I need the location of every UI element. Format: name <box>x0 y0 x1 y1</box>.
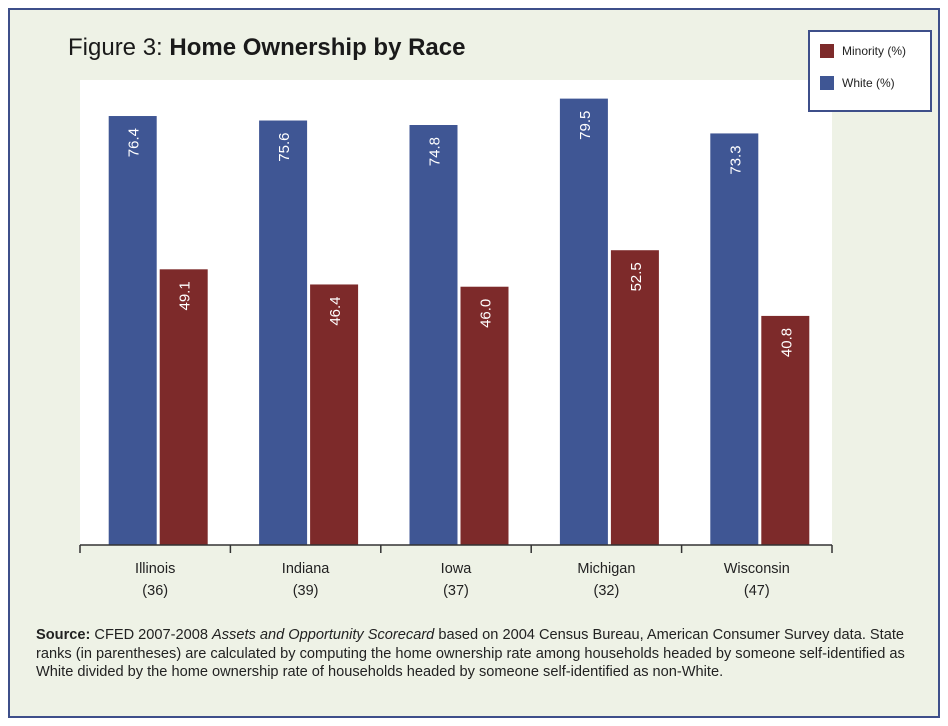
x-tick-label-indiana: Indiana <box>282 561 331 577</box>
legend-item-white: White (%) <box>820 76 895 90</box>
legend-label-minority: Minority (%) <box>842 44 907 58</box>
x-tick-rank-iowa: (37) <box>443 583 469 599</box>
bar-minority-indiana <box>310 284 359 545</box>
data-label-white-michigan: 79.5 <box>577 111 594 140</box>
x-tick-label-wisconsin: Wisconsin <box>724 561 790 577</box>
title-prefix: Figure 3: <box>68 34 170 61</box>
source-note: Source: CFED 2007-2008 Assets and Opport… <box>36 626 916 682</box>
data-label-minority-michigan: 52.5 <box>628 262 645 291</box>
legend-label-white: White (%) <box>842 76 895 90</box>
x-tick-label-michigan: Michigan <box>577 561 635 577</box>
bar-white-illinois <box>108 116 157 545</box>
bar-white-wisconsin <box>710 133 759 545</box>
x-tick-rank-wisconsin: (47) <box>744 583 770 599</box>
legend: Minority (%) White (%) <box>808 30 932 112</box>
x-tick-rank-indiana: (39) <box>293 583 319 599</box>
data-label-minority-illinois: 49.1 <box>177 281 194 310</box>
chart-title: Figure 3: Home Ownership by Race <box>68 34 465 62</box>
source-label: Source: <box>36 627 91 643</box>
bar-white-indiana <box>259 120 308 546</box>
source-italic-title: Assets and Opportunity Scorecard <box>212 627 435 643</box>
data-label-minority-wisconsin: 40.8 <box>778 328 795 357</box>
data-label-white-wisconsin: 73.3 <box>727 145 744 174</box>
legend-swatch-white <box>820 76 834 90</box>
data-label-minority-indiana: 46.4 <box>327 296 344 325</box>
title-main: Home Ownership by Race <box>169 34 466 61</box>
bar-minority-illinois <box>159 269 208 545</box>
x-axis-ticks <box>79 545 833 553</box>
source-text-before: CFED 2007-2008 <box>90 627 213 643</box>
x-axis-labels: Illinois (36) Indiana (39) Iowa (37) Michigan (… <box>135 561 790 599</box>
x-tick-rank-michigan: (32) <box>594 583 620 599</box>
source-text-after: based on 2004 Census Bureau, American Co… <box>36 627 905 680</box>
bars-group: 76.4 49.1 75.6 46.4 74.8 46.0 79.5 52.5 73.3 40.8 <box>108 98 810 546</box>
bar-minority-wisconsin <box>761 315 810 545</box>
legend-swatch-minority <box>820 44 834 58</box>
bar-minority-michigan <box>610 250 659 545</box>
x-tick-label-iowa: Iowa <box>441 561 473 577</box>
data-label-white-iowa: 74.8 <box>427 137 444 166</box>
x-tick-label-illinois: Illinois <box>135 561 175 577</box>
data-label-white-illinois: 76.4 <box>126 128 143 157</box>
bar-white-iowa <box>409 125 458 545</box>
legend-item-minority: Minority (%) <box>820 44 906 58</box>
bar-minority-iowa <box>460 286 509 545</box>
x-tick-rank-illinois: (36) <box>142 583 168 599</box>
data-label-minority-iowa: 46.0 <box>478 299 495 328</box>
data-label-white-indiana: 75.6 <box>276 133 293 162</box>
bar-white-michigan <box>559 98 608 546</box>
